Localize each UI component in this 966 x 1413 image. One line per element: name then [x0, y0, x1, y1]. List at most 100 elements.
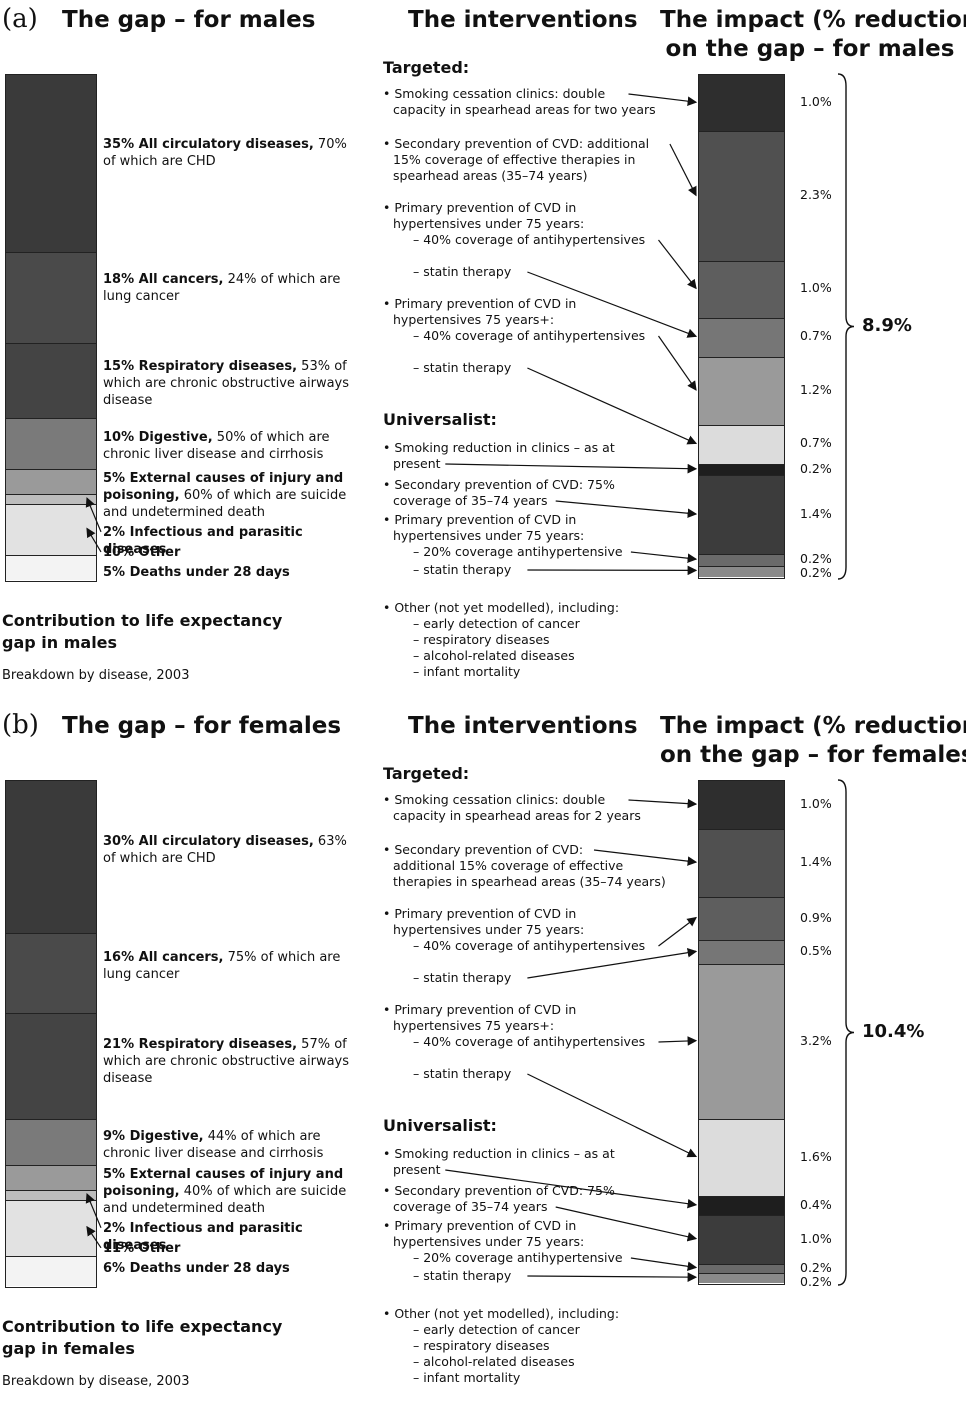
intervention-line: – 40% coverage of antihypertensives	[413, 1034, 646, 1049]
intervention-line: • Smoking reduction in clinics – as at	[383, 440, 615, 455]
disease-segment	[6, 781, 96, 933]
intervention-arrow	[658, 239, 697, 290]
intervention-item: • Smoking reduction in clinics – as at pr…	[383, 1146, 615, 1178]
other-line: – respiratory diseases	[413, 1338, 550, 1353]
impact-segment	[699, 357, 784, 425]
intervention-line: – 20% coverage antihypertensive	[413, 544, 623, 559]
disease-segment	[6, 1190, 96, 1201]
left-title: The gap – for males	[62, 7, 316, 33]
intervention-item: • Smoking reduction in clinics – as at pr…	[383, 440, 615, 472]
disease-segment	[6, 418, 96, 469]
disease-label-head: 5% External causes of injury and poisoni…	[103, 470, 344, 503]
impact-segment	[699, 75, 784, 132]
impact-segment	[699, 964, 784, 1119]
impact-segment	[699, 781, 784, 830]
impact-label: 0.4%	[800, 1196, 832, 1212]
right-title-line: on the gap – for females	[660, 742, 966, 768]
disease-label: 5% Deaths under 28 days	[103, 564, 353, 581]
intervention-line: therapies in spearhead areas (35–74 year…	[393, 874, 666, 889]
disease-label-detail: 40% of which are suicide and undetermine…	[103, 1183, 347, 1216]
impact-label: 1.0%	[800, 1230, 832, 1246]
disease-label-detail: 53% of which are chronic obstructive air…	[103, 359, 350, 409]
intervention-line: – 40% coverage of antihypertensives	[413, 328, 646, 343]
impact-label: 1.0%	[800, 796, 832, 812]
disease-label-detail: 44% of which are chronic liver disease a…	[103, 1129, 324, 1162]
right-title-line: The impact (% reduction)	[660, 713, 966, 739]
disease-label: 30% All circulatory diseases, 63% of whi…	[103, 833, 353, 867]
intervention-line: hypertensives under 75 years:	[393, 922, 585, 937]
intervention-arrow	[658, 916, 697, 947]
disease-label: 2% Infectious and parasitic diseases	[103, 1220, 353, 1254]
total-impact: 10.4%	[862, 1020, 925, 1042]
disease-label: 18% All cancers, 24% of which are lung c…	[103, 271, 353, 305]
intervention-line: present	[393, 456, 441, 471]
intervention-item: • Primary prevention of CVD in hypertensi…	[383, 512, 623, 560]
disease-label: 5% External causes of injury and poisoni…	[103, 1166, 353, 1217]
other-list: • Other (not yet modelled), including: – …	[383, 600, 619, 680]
intervention-arrow	[527, 367, 698, 445]
right-title: The impact (% reduction) on the gap – for…	[660, 6, 966, 64]
disease-label: 10% Other	[103, 544, 353, 561]
intervention-line: spearhead areas (35–74 years)	[393, 168, 588, 183]
disease-segment	[6, 494, 96, 505]
intervention-line: – 40% coverage of antihypertensives	[413, 938, 646, 953]
intervention-item: • Primary prevention of CVD in hypertensi…	[383, 296, 645, 344]
intervention-arrow	[630, 551, 698, 563]
intervention-item: – statin therapy	[383, 360, 511, 376]
disease-label-head: 18% All cancers,	[103, 271, 224, 287]
impact-label: 0.5%	[800, 943, 832, 959]
intervention-item: • Smoking cessation clinics: double capac…	[383, 792, 641, 824]
intervention-item: – statin therapy	[383, 562, 511, 578]
impact-bar	[698, 74, 785, 579]
disease-label-head: 6% Deaths under 28 days	[103, 1260, 290, 1276]
impact-segment	[699, 1118, 784, 1197]
brace-icon	[837, 779, 855, 1286]
disease-segment	[6, 1013, 96, 1120]
impact-label: 0.2%	[800, 551, 832, 567]
disease-segment	[6, 468, 96, 495]
impact-segment	[699, 1263, 784, 1274]
disease-label-head: 16% All cancers,	[103, 950, 224, 966]
universalist-heading: Universalist:	[383, 1116, 497, 1135]
intervention-item: • Secondary prevention of CVD: 75% covera…	[383, 1183, 615, 1215]
disease-label: 11% Other	[103, 1240, 353, 1257]
impact-segment	[699, 829, 784, 897]
disease-segment	[6, 932, 96, 1014]
impact-segment	[699, 475, 784, 555]
right-title: The impact (% reduction) on the gap – for…	[660, 712, 966, 770]
intervention-line: – 40% coverage of antihypertensives	[413, 232, 646, 247]
intervention-line: hypertensives under 75 years:	[393, 1234, 585, 1249]
chart-caption: Contribution to life expectancy gap in ma…	[2, 610, 282, 654]
intervention-line: – 20% coverage antihypertensive	[413, 1250, 623, 1265]
intervention-arrow	[669, 143, 697, 197]
disease-label: 21% Respiratory diseases, 57% of which a…	[103, 1036, 353, 1087]
impact-segment	[699, 1196, 784, 1216]
intervention-arrow	[527, 947, 698, 979]
other-line: – infant mortality	[413, 664, 521, 679]
disease-label-head: 15% Respiratory diseases,	[103, 359, 298, 375]
caption-line: gap in females	[2, 1339, 135, 1358]
intervention-line: • Secondary prevention of CVD: 75%	[383, 477, 615, 492]
intervention-line: hypertensives 75 years+:	[393, 312, 555, 327]
disease-segment	[6, 1164, 96, 1191]
intervention-item: • Secondary prevention of CVD: additional…	[383, 842, 666, 890]
disease-label-head: 11% Other	[103, 1240, 181, 1256]
intervention-line: • Primary prevention of CVD in	[383, 906, 577, 921]
caption-line: gap in males	[2, 633, 118, 652]
intervention-line: – statin therapy	[413, 1066, 512, 1081]
intervention-line: • Primary prevention of CVD in	[383, 1218, 577, 1233]
other-line: – infant mortality	[413, 1370, 521, 1385]
disease-gap-bar	[5, 74, 97, 582]
disease-segment	[6, 251, 96, 343]
other-line: – early detection of cancer	[413, 616, 580, 631]
disease-segment	[6, 75, 96, 252]
impact-segment	[699, 554, 784, 566]
disease-segment	[6, 554, 96, 580]
disease-label: 35% All circulatory diseases, 70% of whi…	[103, 136, 353, 170]
disease-label-head: 5% External causes of injury and poisoni…	[103, 1166, 344, 1199]
disease-label: 9% Digestive, 44% of which are chronic l…	[103, 1128, 353, 1162]
impact-segment	[699, 464, 784, 476]
other-list: • Other (not yet modelled), including: – …	[383, 1306, 619, 1386]
other-line: – alcohol-related diseases	[413, 1354, 575, 1369]
targeted-heading: Targeted:	[383, 58, 470, 77]
